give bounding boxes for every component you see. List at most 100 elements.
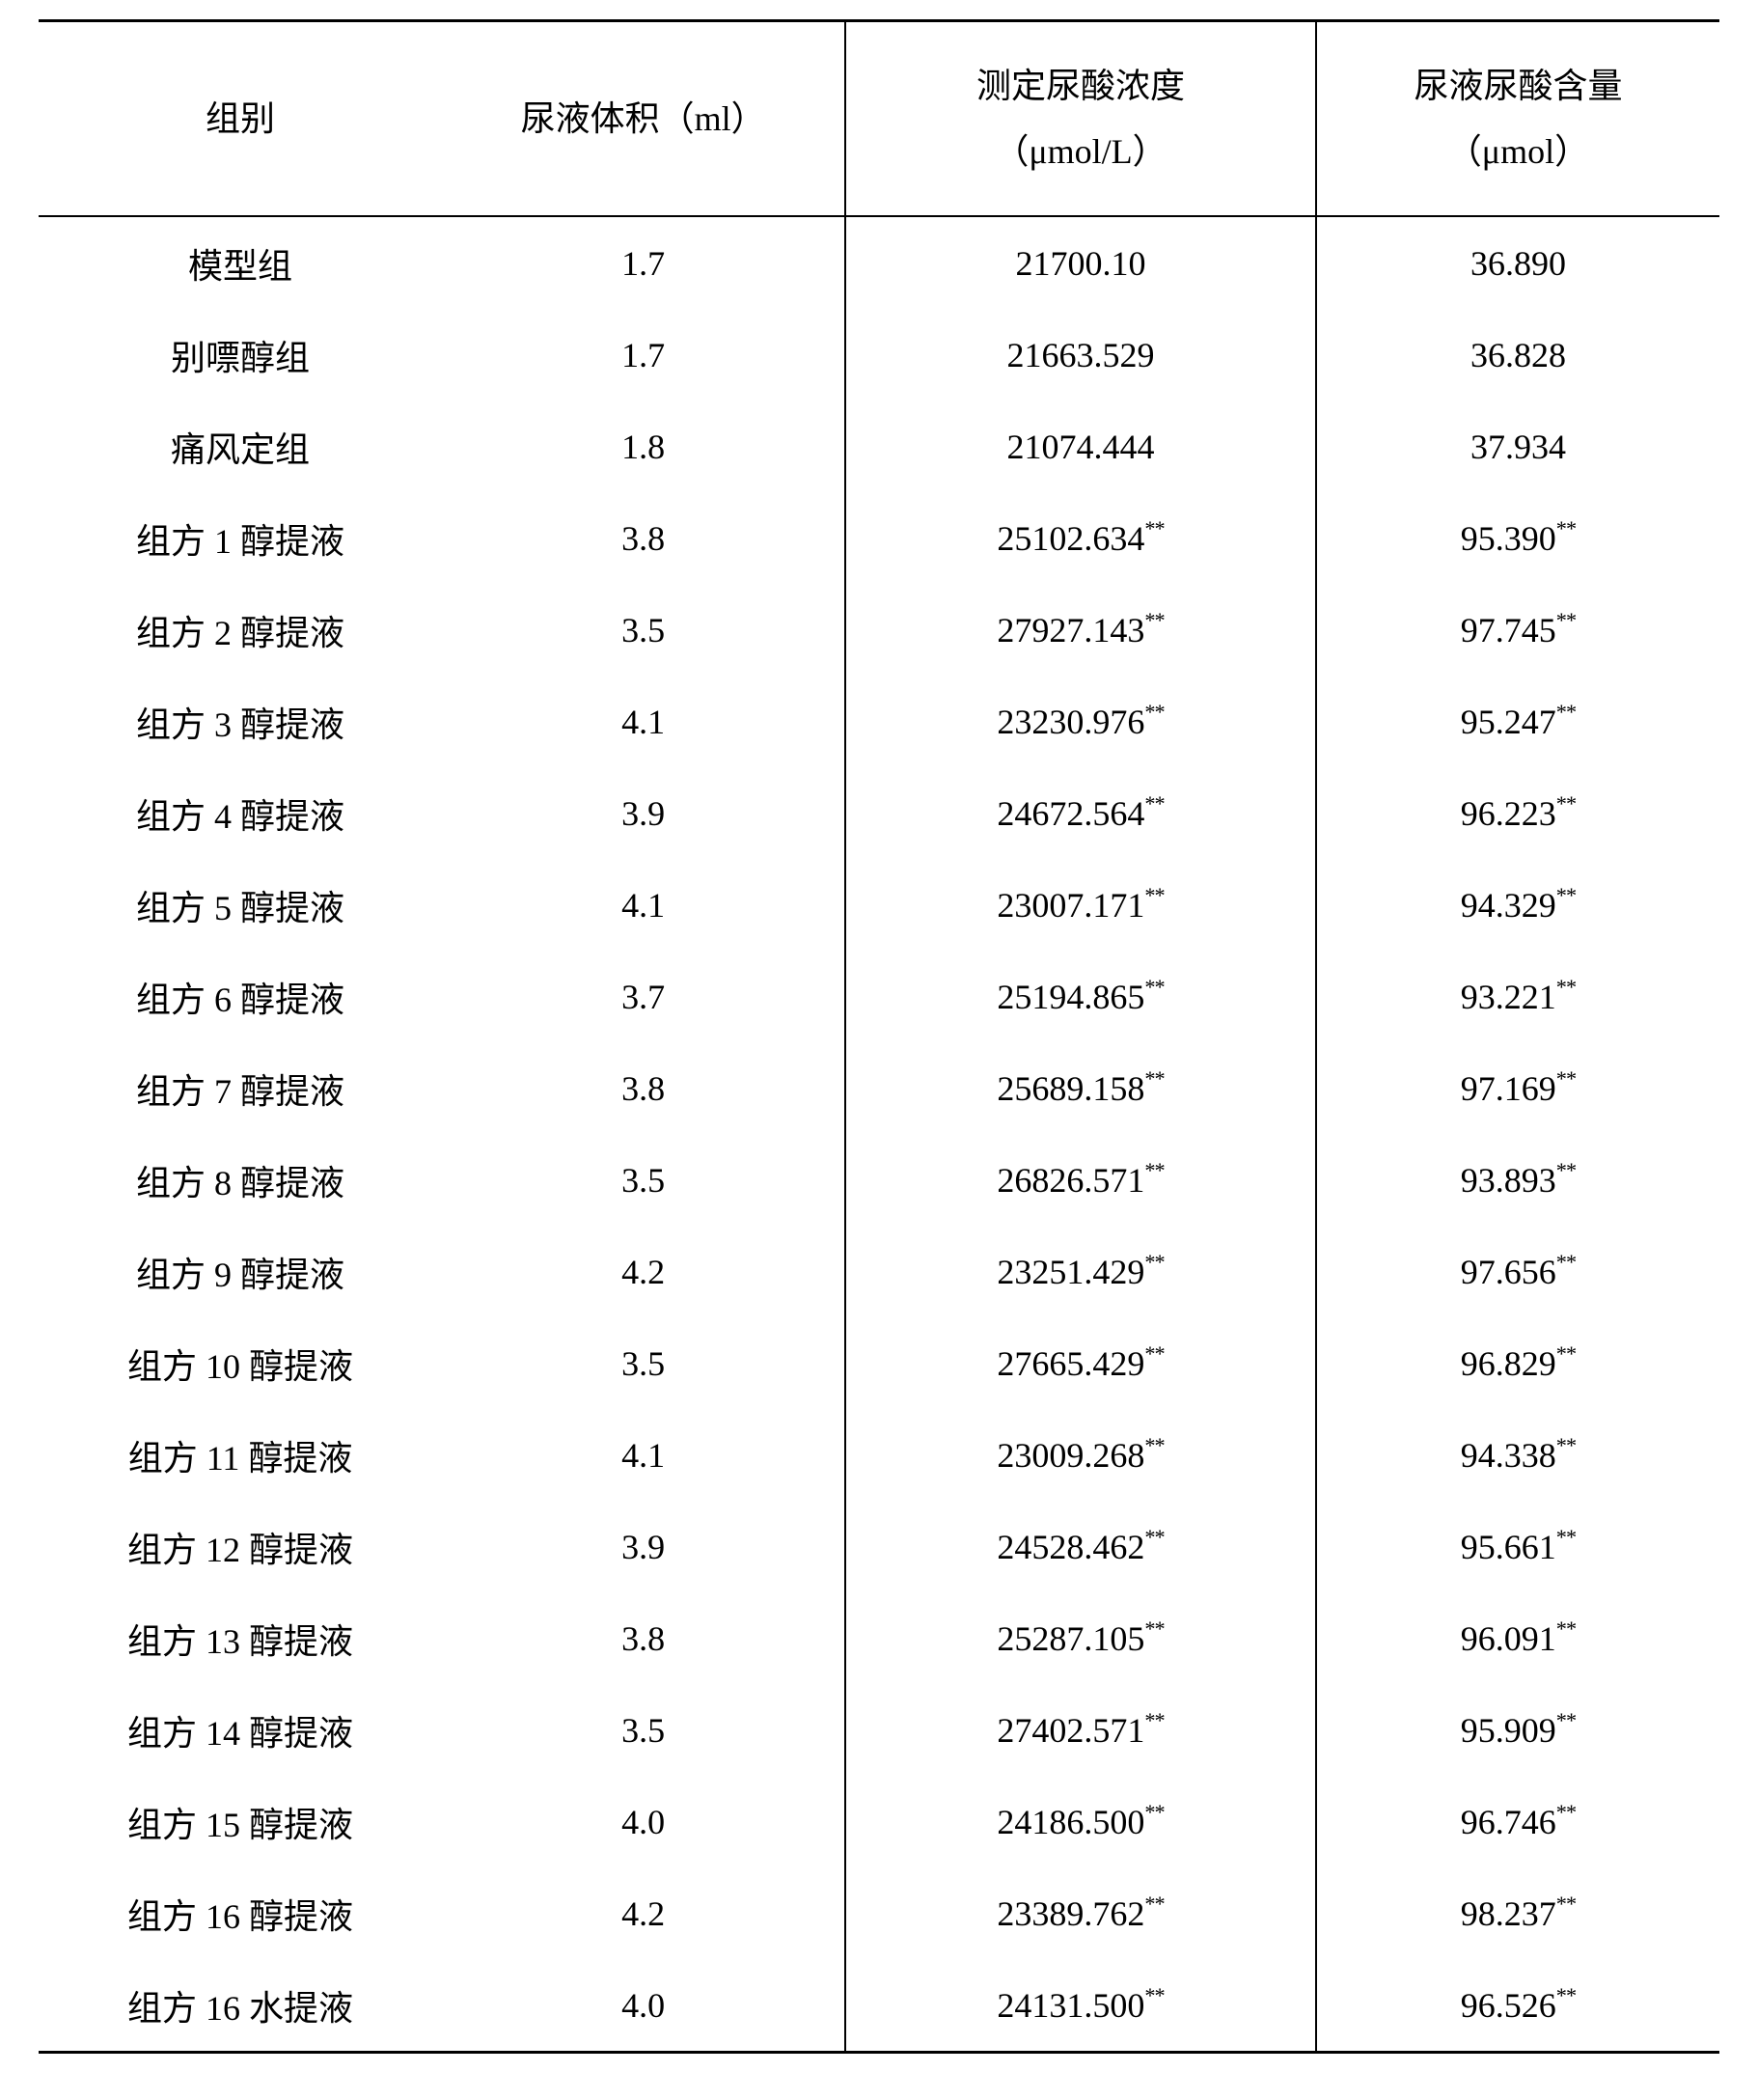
cell-volume-value: 4.1 xyxy=(621,702,665,742)
cell-content-value: 96.223 xyxy=(1461,793,1556,834)
cell-volume-value: 3.9 xyxy=(621,1527,665,1567)
cell-group: 组方 6 醇提液 xyxy=(39,951,442,1042)
cell-group: 组方 12 醇提液 xyxy=(39,1501,442,1592)
cell-volume-value: 3.8 xyxy=(621,1618,665,1659)
cell-concentration-value: 23389.762 xyxy=(997,1893,1144,1934)
cell-content: 95.661** xyxy=(1316,1501,1719,1592)
cell-concentration-sup: ** xyxy=(1144,1800,1164,1824)
cell-concentration: 27665.429** xyxy=(845,1317,1316,1409)
cell-concentration: 23007.171** xyxy=(845,859,1316,951)
cell-group: 别嘌醇组 xyxy=(39,309,442,401)
cell-concentration: 24672.564** xyxy=(845,767,1316,859)
cell-volume-value: 4.0 xyxy=(621,1802,665,1842)
cell-group-value: 痛风定组 xyxy=(171,422,310,472)
cell-concentration-sup: ** xyxy=(1144,975,1164,999)
table-row: 别嘌醇组1.721663.52936.828 xyxy=(39,309,1719,401)
cell-group: 组方 15 醇提液 xyxy=(39,1776,442,1867)
cell-concentration: 21663.529 xyxy=(845,309,1316,401)
cell-group: 组方 3 醇提液 xyxy=(39,676,442,767)
cell-group-value: 模型组 xyxy=(188,238,292,289)
cell-group: 组方 7 醇提液 xyxy=(39,1042,442,1134)
cell-concentration-value: 27402.571 xyxy=(997,1710,1144,1751)
cell-group-value: 组方 2 醇提液 xyxy=(136,605,344,655)
table-row: 组方 16 水提液4.024131.500**96.526** xyxy=(39,1959,1719,2053)
cell-concentration: 24528.462** xyxy=(845,1501,1316,1592)
cell-volume: 4.2 xyxy=(442,1867,845,1959)
cell-group: 组方 14 醇提液 xyxy=(39,1684,442,1776)
cell-group: 组方 2 醇提液 xyxy=(39,584,442,676)
table-row: 组方 5 醇提液4.123007.171**94.329** xyxy=(39,859,1719,951)
cell-volume-value: 4.1 xyxy=(621,1435,665,1476)
cell-content-value: 97.169 xyxy=(1461,1068,1556,1109)
cell-content-sup: ** xyxy=(1556,1433,1576,1457)
cell-volume: 3.5 xyxy=(442,1684,845,1776)
cell-concentration-value: 25102.634 xyxy=(997,518,1144,559)
table-row: 模型组1.721700.1036.890 xyxy=(39,216,1719,309)
cell-group: 组方 16 醇提液 xyxy=(39,1867,442,1959)
table-row: 组方 14 醇提液3.527402.571**95.909** xyxy=(39,1684,1719,1776)
cell-concentration: 24131.500** xyxy=(845,1959,1316,2053)
cell-content-sup: ** xyxy=(1556,791,1576,815)
table-row: 痛风定组 1.8 21074.444 37.934 xyxy=(39,401,1719,492)
cell-concentration-value: 27665.429 xyxy=(997,1343,1144,1384)
cell-volume-value: 4.1 xyxy=(621,885,665,926)
cell-concentration-sup: ** xyxy=(1144,700,1164,724)
cell-volume-value: 4.2 xyxy=(621,1893,665,1934)
cell-content-sup: ** xyxy=(1556,1983,1576,2007)
cell-group-value: 组方 3 醇提液 xyxy=(136,697,344,747)
table-row: 组方 15 醇提液4.024186.500**96.746** xyxy=(39,1776,1719,1867)
cell-group-value: 组方 10 醇提液 xyxy=(127,1339,353,1389)
cell-concentration-value: 21074.444 xyxy=(1007,427,1155,467)
cell-group-value: 组方 8 醇提液 xyxy=(136,1155,344,1205)
cell-group: 组方 9 醇提液 xyxy=(39,1226,442,1317)
cell-concentration: 23389.762** xyxy=(845,1867,1316,1959)
table-row: 组方 4 醇提液3.924672.564**96.223** xyxy=(39,767,1719,859)
cell-volume: 4.0 xyxy=(442,1776,845,1867)
cell-group: 组方 1 醇提液 xyxy=(39,492,442,584)
cell-concentration-sup: ** xyxy=(1144,791,1164,815)
cell-group-value: 组方 15 醇提液 xyxy=(127,1797,353,1847)
cell-concentration-value: 27927.143 xyxy=(997,610,1144,650)
cell-volume-value: 1.7 xyxy=(621,335,665,375)
data-table: 组别 尿液体积（ml） 测定尿酸浓度 （μmol/L） 尿液尿酸含量 （μmol… xyxy=(39,19,1719,2054)
cell-concentration: 23251.429** xyxy=(845,1226,1316,1317)
cell-concentration-sup: ** xyxy=(1144,1708,1164,1732)
cell-concentration-sup: ** xyxy=(1144,1250,1164,1274)
cell-volume-value: 1.7 xyxy=(621,243,665,284)
cell-group-value: 组方 14 醇提液 xyxy=(127,1705,353,1755)
cell-content-sup: ** xyxy=(1556,1341,1576,1366)
cell-content-value: 37.934 xyxy=(1470,427,1566,467)
cell-concentration: 26826.571** xyxy=(845,1134,1316,1226)
cell-concentration: 25102.634** xyxy=(845,492,1316,584)
cell-volume: 3.5 xyxy=(442,1317,845,1409)
cell-volume: 3.7 xyxy=(442,951,845,1042)
cell-concentration-value: 23009.268 xyxy=(997,1435,1144,1476)
cell-concentration-value: 21663.529 xyxy=(1007,335,1155,375)
cell-volume: 1.8 xyxy=(442,401,845,492)
cell-content-sup: ** xyxy=(1556,1708,1576,1732)
cell-group: 痛风定组 xyxy=(39,401,442,492)
cell-content: 97.169** xyxy=(1316,1042,1719,1134)
cell-concentration-value: 24131.500 xyxy=(997,1985,1144,2026)
cell-content-sup: ** xyxy=(1556,1616,1576,1641)
cell-concentration: 23009.268** xyxy=(845,1409,1316,1501)
cell-concentration: 27927.143** xyxy=(845,584,1316,676)
cell-content: 96.526** xyxy=(1316,1959,1719,2053)
cell-volume-value: 3.5 xyxy=(621,1343,665,1384)
col-header-group-label: 组别 xyxy=(206,86,275,152)
cell-concentration: 25287.105** xyxy=(845,1592,1316,1684)
cell-content-value: 96.829 xyxy=(1461,1343,1556,1384)
cell-volume-value: 4.0 xyxy=(621,1985,665,2026)
col-header-volume-label: 尿液体积（ml） xyxy=(521,86,766,152)
cell-volume: 3.5 xyxy=(442,584,845,676)
cell-content-value: 94.338 xyxy=(1461,1435,1556,1476)
col-header-concentration: 测定尿酸浓度 （μmol/L） xyxy=(845,21,1316,217)
cell-content: 37.934 xyxy=(1316,401,1719,492)
cell-content: 96.091** xyxy=(1316,1592,1719,1684)
cell-content: 97.656** xyxy=(1316,1226,1719,1317)
cell-volume: 3.5 xyxy=(442,1134,845,1226)
cell-volume: 3.8 xyxy=(442,1592,845,1684)
cell-concentration-sup: ** xyxy=(1144,1525,1164,1549)
cell-content-value: 94.329 xyxy=(1461,885,1556,926)
cell-content-sup: ** xyxy=(1556,975,1576,999)
